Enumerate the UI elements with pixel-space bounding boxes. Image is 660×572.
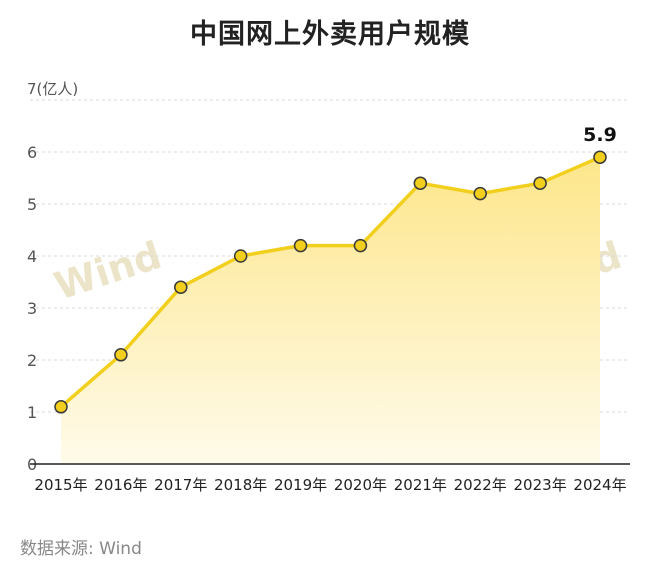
source-note: 数据来源: Wind xyxy=(20,539,142,559)
x-axis-ticks: 2015年 2016年 2017年 2018年 2019年 2020年 2021年 2022年… xyxy=(34,476,626,494)
x-tick-label: 2023年 xyxy=(514,476,567,494)
y-axis-label: 7(亿人) xyxy=(27,80,78,98)
y-tick-label: 2 xyxy=(27,351,37,370)
watermark-text: Wind xyxy=(49,233,166,309)
x-tick-label: 2024年 xyxy=(573,476,626,494)
data-label-2024: 5.9 xyxy=(583,124,617,146)
data-point-2019 xyxy=(293,238,308,253)
area-fill xyxy=(61,157,600,464)
data-point-2022 xyxy=(473,186,487,201)
y-tick-label: 3 xyxy=(27,299,37,318)
x-tick-label: 2018年 xyxy=(214,476,267,494)
data-point-2018 xyxy=(233,249,248,263)
y-tick-label: 4 xyxy=(27,247,37,266)
x-tick-label: 2021年 xyxy=(394,476,447,494)
y-tick-label: 5 xyxy=(27,195,37,214)
series-line xyxy=(59,155,601,409)
y-tick-label: 1 xyxy=(27,403,37,422)
x-tick-label: 2019年 xyxy=(274,476,327,494)
data-point-2021 xyxy=(413,176,428,190)
x-tick-label: 2020年 xyxy=(334,476,387,494)
x-tick-label: 2015年 xyxy=(34,476,87,494)
data-point-2023 xyxy=(533,176,547,190)
data-point-2020 xyxy=(353,238,368,253)
x-tick-label: 2022年 xyxy=(454,476,507,494)
x-tick-label: 2017年 xyxy=(154,476,207,494)
y-tick-label: 6 xyxy=(27,143,37,162)
data-point-2015 xyxy=(54,400,68,414)
data-point-2016 xyxy=(114,348,128,362)
x-tick-label: 2016年 xyxy=(94,476,147,494)
data-points xyxy=(54,150,607,414)
chart-title: 中国网上外卖用户规模 xyxy=(190,19,470,50)
data-point-2017 xyxy=(174,280,188,294)
data-point-2024 xyxy=(593,150,607,164)
